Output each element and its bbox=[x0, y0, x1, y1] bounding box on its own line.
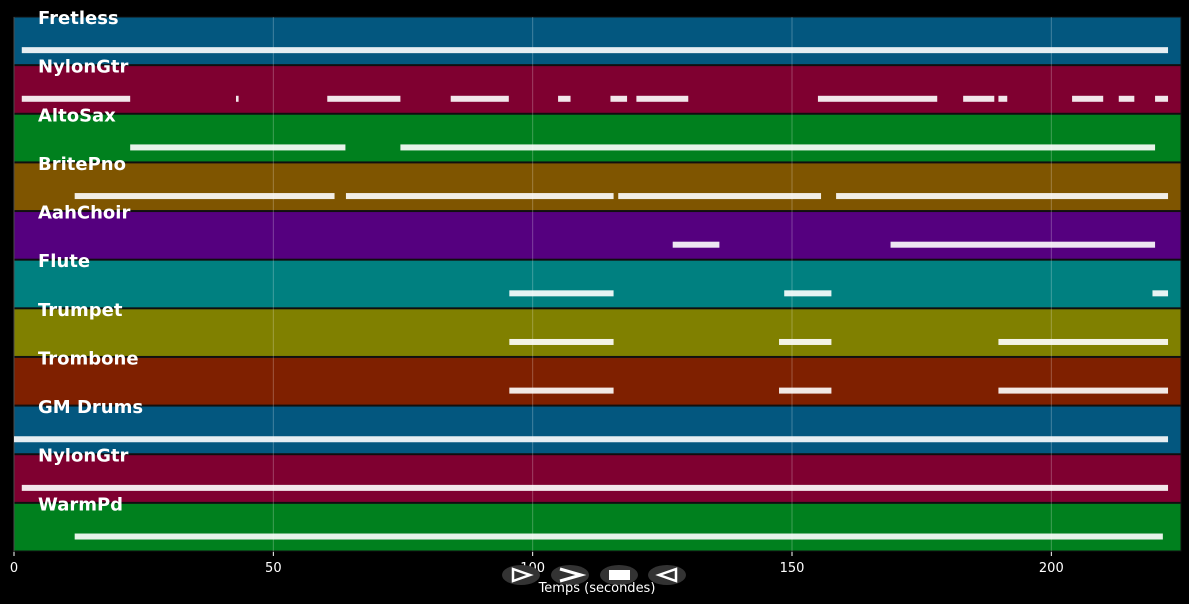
back-button[interactable] bbox=[648, 565, 686, 585]
note-segment bbox=[21, 47, 1169, 54]
track-name: Trombone bbox=[38, 348, 139, 369]
note-segment bbox=[327, 95, 401, 102]
note-segment bbox=[21, 95, 131, 102]
note-segment bbox=[890, 241, 1156, 248]
track-name: Trumpet bbox=[38, 300, 123, 321]
track-lane bbox=[13, 356, 1182, 406]
note-segment bbox=[672, 241, 720, 248]
notes bbox=[14, 47, 1169, 540]
track-lane bbox=[13, 16, 1182, 66]
note-segment bbox=[509, 387, 614, 394]
note-segment bbox=[130, 144, 346, 151]
x-tick-label: 200 bbox=[1039, 561, 1064, 576]
note-segment bbox=[1118, 95, 1135, 102]
note-segment bbox=[450, 95, 509, 102]
track-name: Fretless bbox=[38, 8, 119, 29]
track-labels: Fretless NylonGtr AltoSax BritePno AahChoir F… bbox=[38, 8, 143, 515]
note-segment bbox=[817, 95, 938, 102]
track-lane bbox=[13, 259, 1182, 309]
note-segment bbox=[636, 95, 689, 102]
note-segment bbox=[1072, 95, 1104, 102]
note-segment bbox=[784, 290, 832, 297]
track-name: Flute bbox=[38, 251, 90, 272]
note-segment bbox=[400, 144, 1156, 151]
note-segment bbox=[610, 95, 628, 102]
note-segment bbox=[1152, 290, 1169, 297]
track-name: NylonGtr bbox=[38, 446, 129, 467]
grid bbox=[13, 17, 1052, 552]
note-segment bbox=[779, 387, 832, 394]
note-segment bbox=[779, 338, 832, 345]
note-segment bbox=[235, 95, 239, 102]
track-name: BritePno bbox=[38, 154, 126, 175]
note-segment bbox=[998, 95, 1008, 102]
note-segment bbox=[509, 290, 614, 297]
play-button[interactable] bbox=[502, 565, 540, 585]
note-segment bbox=[74, 533, 1163, 540]
track-lane bbox=[13, 405, 1182, 455]
track-lane bbox=[13, 113, 1182, 163]
note-segment bbox=[14, 436, 1169, 443]
note-segment bbox=[74, 193, 335, 200]
track-name: NylonGtr bbox=[38, 57, 129, 78]
note-segment bbox=[618, 193, 822, 200]
note-segment bbox=[998, 387, 1169, 394]
track-name: GM Drums bbox=[38, 397, 143, 418]
track-lane bbox=[13, 502, 1182, 552]
track-lane bbox=[13, 211, 1182, 260]
forward-button[interactable] bbox=[551, 565, 589, 585]
note-segment bbox=[836, 193, 1169, 200]
track-name: AahChoir bbox=[38, 203, 130, 224]
x-tick-label: 0 bbox=[10, 561, 18, 576]
x-tick-label: 150 bbox=[780, 561, 805, 576]
note-segment bbox=[998, 338, 1169, 345]
track-lane bbox=[13, 454, 1182, 503]
stop-button[interactable] bbox=[600, 565, 638, 585]
note-segment bbox=[509, 338, 614, 345]
note-segment bbox=[345, 193, 614, 200]
track-name: AltoSax bbox=[38, 105, 116, 126]
x-axis-label: Temps (secondes) bbox=[538, 581, 656, 596]
controls bbox=[502, 565, 686, 585]
track-name: WarmPd bbox=[38, 494, 123, 515]
track-lane bbox=[13, 65, 1182, 114]
tracks bbox=[13, 16, 1182, 552]
note-segment bbox=[558, 95, 571, 102]
track-lane bbox=[13, 162, 1182, 212]
note-segment bbox=[21, 484, 1169, 491]
track-lane bbox=[13, 308, 1182, 357]
x-tick-label: 50 bbox=[265, 561, 282, 576]
note-segment bbox=[963, 95, 995, 102]
note-segment bbox=[1155, 95, 1169, 102]
